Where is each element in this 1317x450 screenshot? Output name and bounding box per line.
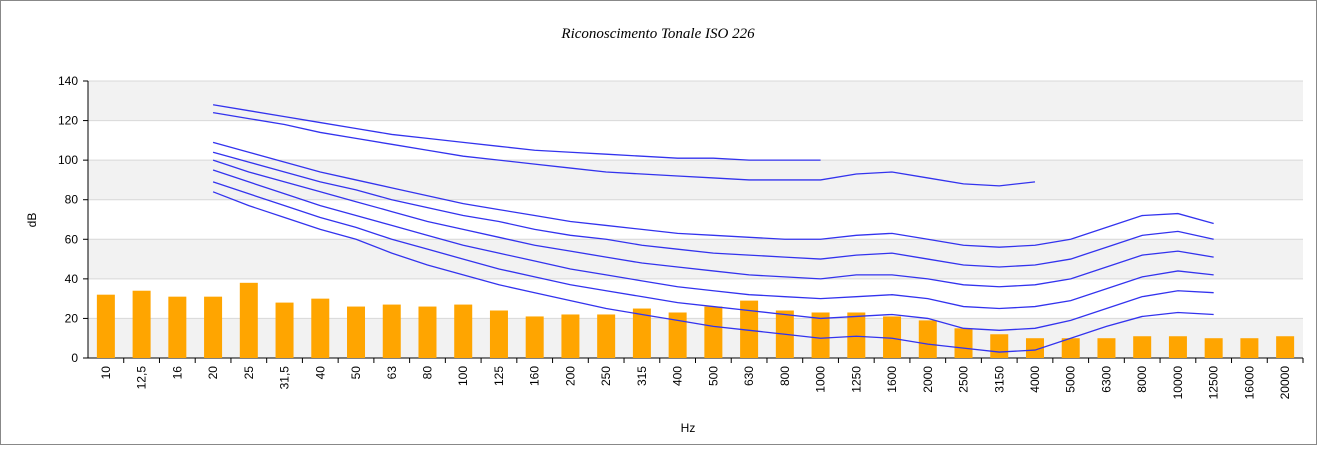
x-tick-label: 500 bbox=[706, 366, 720, 386]
x-tick-label: 4000 bbox=[1028, 366, 1042, 393]
x-tick-label: 160 bbox=[528, 366, 542, 386]
contour-line bbox=[212, 151, 1214, 268]
y-tick-label: 80 bbox=[65, 193, 79, 207]
plot-band bbox=[88, 160, 1303, 200]
bar bbox=[347, 306, 366, 358]
bar bbox=[132, 290, 151, 358]
x-tick-label: 800 bbox=[778, 366, 792, 386]
bar bbox=[668, 312, 687, 358]
bar bbox=[382, 304, 401, 358]
bar bbox=[1168, 336, 1187, 358]
bar bbox=[1133, 336, 1152, 358]
contour-line bbox=[212, 191, 1214, 353]
bar bbox=[704, 306, 723, 358]
x-tick-label: 20 bbox=[206, 366, 220, 380]
bar bbox=[740, 300, 759, 358]
bar bbox=[918, 320, 937, 358]
bar bbox=[632, 308, 651, 358]
bar bbox=[1240, 338, 1259, 358]
plot-band bbox=[88, 81, 1303, 121]
bar bbox=[311, 298, 330, 358]
x-tick-label: 10000 bbox=[1171, 366, 1185, 400]
x-tick-label: 1250 bbox=[849, 366, 863, 393]
bar bbox=[96, 294, 115, 358]
bar bbox=[239, 282, 258, 358]
x-tick-label: 20000 bbox=[1278, 366, 1292, 400]
x-tick-label: 12,5 bbox=[135, 366, 149, 390]
bar bbox=[1061, 338, 1080, 358]
x-tick-label: 63 bbox=[385, 366, 399, 380]
x-tick-label: 12500 bbox=[1207, 366, 1221, 400]
bar bbox=[597, 314, 616, 358]
bar bbox=[1276, 336, 1295, 358]
plot-band bbox=[88, 239, 1303, 279]
x-tick-label: 6300 bbox=[1099, 366, 1113, 393]
contour-line bbox=[212, 141, 1214, 248]
x-tick-label: 125 bbox=[492, 366, 506, 386]
bar bbox=[883, 316, 902, 358]
x-tick-label: 3150 bbox=[992, 366, 1006, 393]
x-tick-label: 25 bbox=[242, 366, 256, 380]
bar bbox=[847, 312, 866, 358]
x-tick-label: 2000 bbox=[921, 366, 935, 393]
bar bbox=[1025, 338, 1044, 358]
y-tick-label: 20 bbox=[65, 311, 79, 325]
x-tick-label: 5000 bbox=[1064, 366, 1078, 393]
bar bbox=[990, 334, 1009, 358]
x-tick-label: 200 bbox=[563, 366, 577, 386]
contour-line bbox=[212, 104, 821, 161]
plot-band bbox=[88, 318, 1303, 358]
bar bbox=[204, 296, 223, 358]
x-tick-label: 2500 bbox=[957, 366, 971, 393]
bar bbox=[525, 316, 544, 358]
bar bbox=[489, 310, 508, 358]
bar bbox=[1097, 338, 1116, 358]
bar bbox=[1204, 338, 1223, 358]
x-tick-label: 1600 bbox=[885, 366, 899, 393]
x-tick-label: 630 bbox=[742, 366, 756, 386]
bar bbox=[454, 304, 473, 358]
x-tick-label: 50 bbox=[349, 366, 363, 380]
x-tick-label: 400 bbox=[671, 366, 685, 386]
bar bbox=[275, 302, 294, 358]
y-tick-label: 120 bbox=[58, 114, 78, 128]
y-tick-label: 100 bbox=[58, 153, 78, 167]
x-tick-label: 16 bbox=[170, 366, 184, 380]
x-tick-label: 16000 bbox=[1242, 366, 1256, 400]
bar bbox=[954, 328, 973, 358]
x-tick-label: 250 bbox=[599, 366, 613, 386]
bar bbox=[561, 314, 580, 358]
contour-line bbox=[212, 112, 1036, 187]
x-tick-label: 1000 bbox=[814, 366, 828, 393]
x-tick-label: 315 bbox=[635, 366, 649, 386]
contour-line bbox=[212, 169, 1214, 310]
y-tick-label: 40 bbox=[65, 272, 79, 286]
bar bbox=[168, 296, 187, 358]
chart-title: Riconoscimento Tonale ISO 226 bbox=[560, 26, 755, 42]
y-tick-label: 0 bbox=[71, 351, 78, 365]
y-axis-label: dB bbox=[25, 213, 39, 228]
x-tick-label: 8000 bbox=[1135, 366, 1149, 393]
x-tick-label: 31,5 bbox=[278, 366, 292, 390]
x-tick-label: 80 bbox=[420, 366, 434, 380]
x-tick-label: 10 bbox=[99, 366, 113, 380]
bar bbox=[418, 306, 437, 358]
y-tick-label: 60 bbox=[65, 232, 79, 246]
x-tick-label: 40 bbox=[313, 366, 327, 380]
y-tick-label: 140 bbox=[58, 74, 78, 88]
contour-line bbox=[212, 159, 1214, 288]
bar bbox=[811, 312, 830, 358]
x-tick-label: 100 bbox=[456, 366, 470, 386]
contour-line bbox=[212, 181, 1214, 331]
x-axis-label: Hz bbox=[681, 421, 696, 435]
